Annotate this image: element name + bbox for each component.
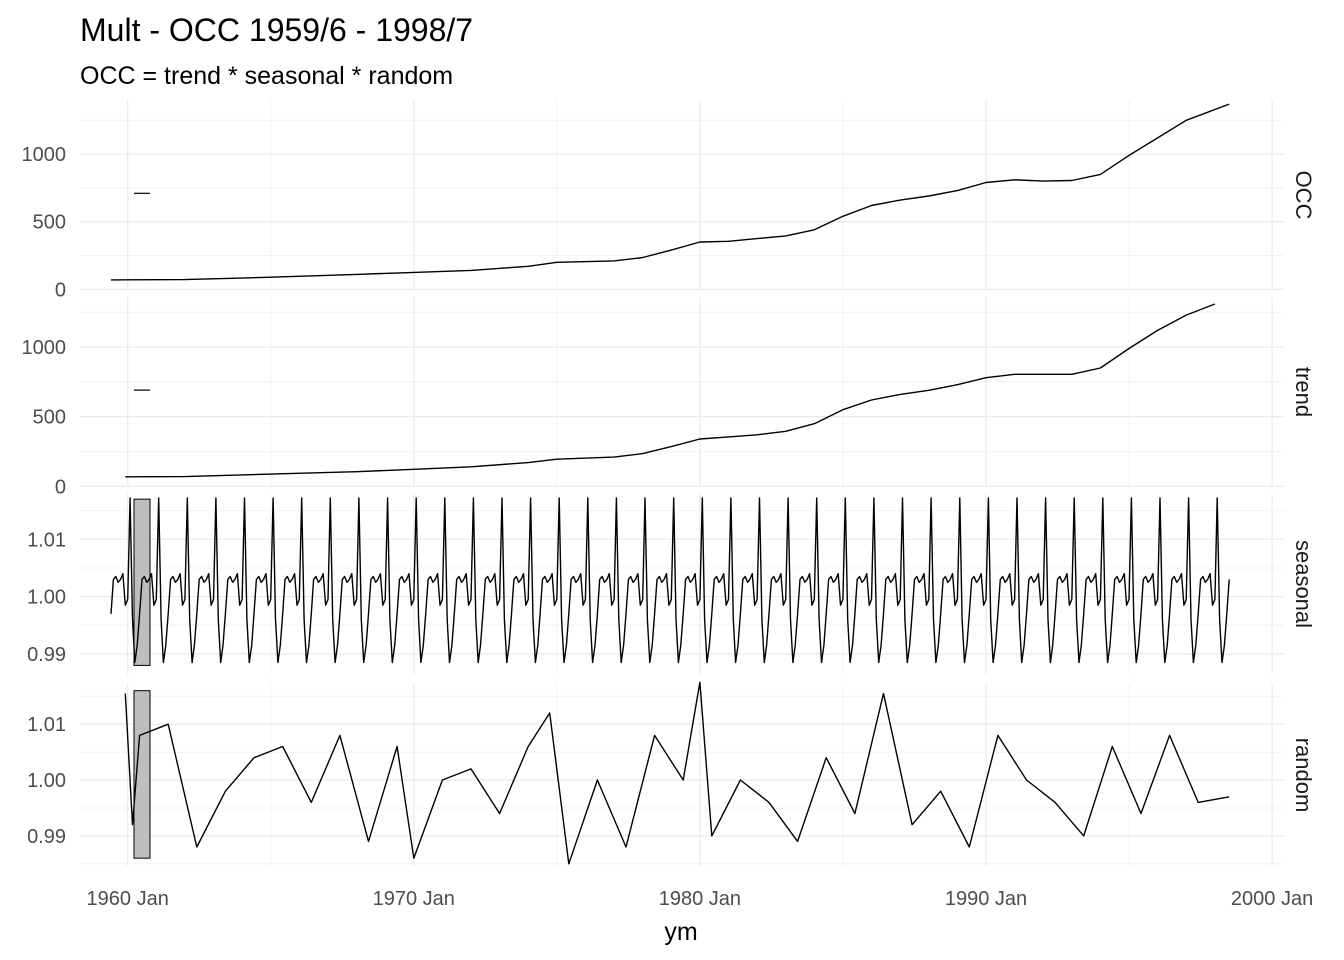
strip-label-seasonal: seasonal bbox=[1291, 540, 1316, 628]
panel-OCC: 0 500 1000 OCC bbox=[22, 100, 1316, 301]
y-tick-label: 1.01 bbox=[27, 529, 66, 551]
y-tick-label: 1000 bbox=[22, 144, 67, 166]
series-line-trend bbox=[125, 303, 1216, 478]
strip-label-random: random bbox=[1291, 738, 1316, 813]
x-axis: 1960 Jan 1970 Jan 1980 Jan 1990 Jan 2000 Jan bbox=[87, 888, 1314, 910]
x-tick-label: 2000 Jan bbox=[1231, 888, 1313, 910]
x-tick-label: 1990 Jan bbox=[945, 888, 1027, 910]
y-tick-label: 0.99 bbox=[27, 826, 66, 848]
chart-title: Mult - OCC 1959/6 - 1998/7 bbox=[80, 12, 473, 48]
x-tick-label: 1960 Jan bbox=[87, 888, 169, 910]
facet-panels: 0 500 1000 OCC 0 500 1000 trend 0.99 1.00 1.01 seas… bbox=[22, 100, 1316, 866]
y-tick-label: 500 bbox=[33, 407, 66, 429]
y-tick-label: 0 bbox=[55, 476, 66, 498]
y-tick-label: 500 bbox=[33, 212, 66, 234]
series-line-OCC bbox=[110, 103, 1230, 281]
y-tick-label: 1.00 bbox=[27, 770, 66, 792]
strip-label-trend: trend bbox=[1291, 367, 1316, 417]
y-tick-label: 0 bbox=[55, 279, 66, 301]
x-tick-label: 1970 Jan bbox=[373, 888, 455, 910]
strip-label-OCC: OCC bbox=[1291, 171, 1316, 220]
panel-random: 0.99 1.00 1.01 random bbox=[27, 681, 1316, 866]
y-tick-label: 1.00 bbox=[27, 587, 66, 609]
panel-trend: 0 500 1000 trend bbox=[22, 297, 1316, 498]
series-line-seasonal bbox=[110, 497, 1230, 664]
x-tick-label: 1980 Jan bbox=[659, 888, 741, 910]
y-tick-label: 1.01 bbox=[27, 714, 66, 736]
y-tick-label: 0.99 bbox=[27, 644, 66, 666]
x-axis-label: ym bbox=[664, 918, 697, 946]
panel-seasonal: 0.99 1.00 1.01 seasonal bbox=[27, 494, 1316, 674]
chart-subtitle: OCC = trend * seasonal * random bbox=[80, 62, 453, 90]
series-line-random bbox=[124, 681, 1230, 865]
y-tick-label: 1000 bbox=[22, 337, 67, 359]
